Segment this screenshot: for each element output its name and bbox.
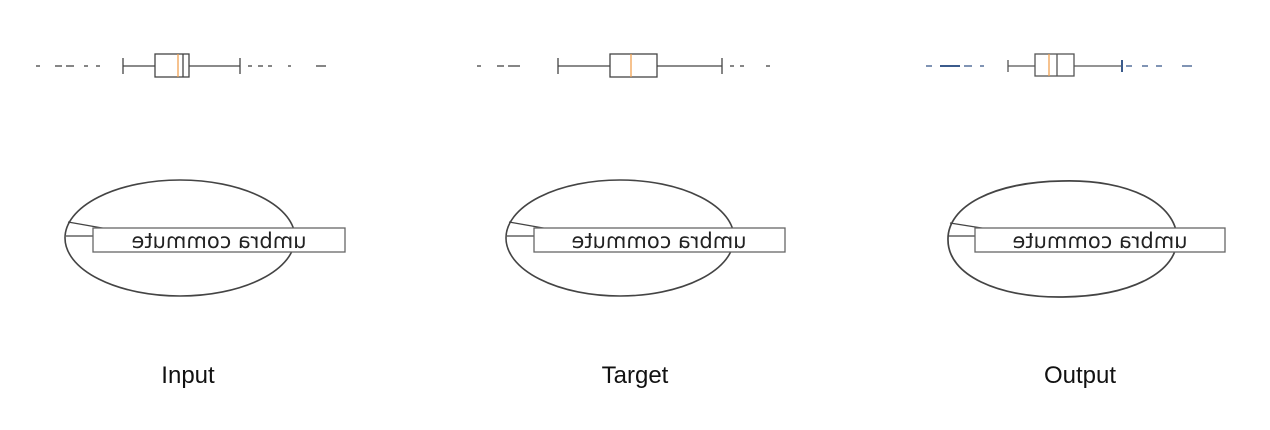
panel-input: umbra commute Input (0, 0, 420, 430)
panel-target: umbra commute Target (440, 0, 860, 430)
target-mirrored-label: umbra commute (571, 229, 746, 253)
input-figure: umbra commute (36, 53, 346, 297)
output-ellipse (947, 180, 1178, 298)
input-box (154, 53, 190, 78)
target-boxplot (477, 53, 770, 78)
output-ellipse-diagram: umbra commute (947, 180, 1226, 298)
input-label-box (92, 227, 346, 253)
caption-input: Input (161, 362, 215, 389)
input-boxplot (36, 53, 326, 78)
input-ellipse-diagram: umbra commute (64, 179, 346, 297)
input-mirrored-label: umbra commute (131, 229, 306, 253)
caption-target: Target (601, 362, 669, 389)
output-box (1034, 53, 1075, 77)
output-boxplot (926, 53, 1192, 77)
panel-output: umbra commute Output (880, 0, 1270, 430)
target-figure: umbra commute (477, 53, 786, 297)
target-label-box (533, 227, 786, 253)
output-mirrored-label: umbra commute (1012, 229, 1187, 253)
caption-output: Output (1043, 362, 1117, 389)
target-ellipse-diagram: umbra commute (505, 179, 786, 297)
output-label-box (974, 227, 1226, 253)
target-box (609, 53, 658, 78)
output-figure: umbra commute (926, 53, 1226, 298)
